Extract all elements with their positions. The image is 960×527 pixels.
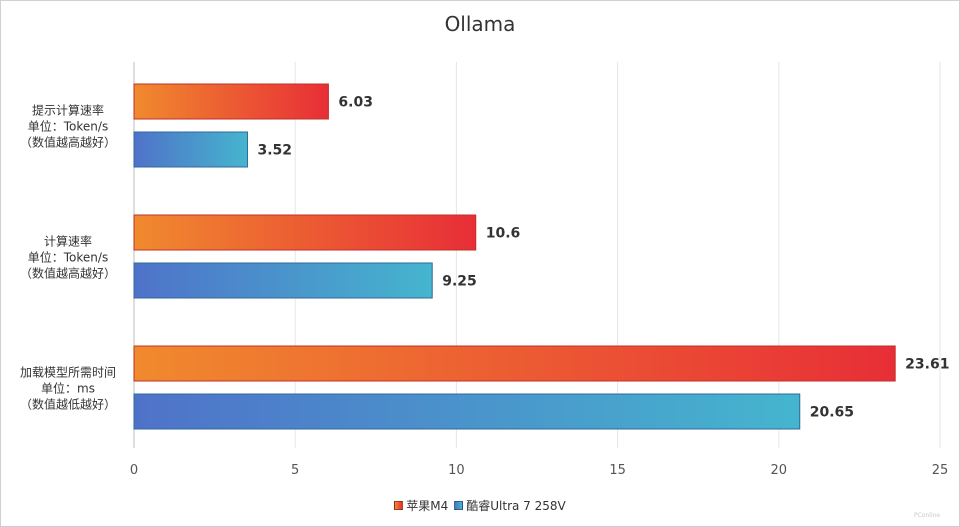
bar-value-label: 23.61 [905,357,949,373]
bar[interactable] [133,83,329,120]
bar[interactable] [133,214,477,251]
legend: 苹果M4 酷睿Ultra 7 258V [0,497,960,514]
x-tick-label: 10 [448,463,465,478]
category-labels: 提示计算速率单位：Token/s （数值越高越好） 计算速率单位：Token/s （数… [20,103,116,412]
x-tick-label: 25 [932,463,949,478]
legend-item-m4[interactable]: 苹果M4 [394,497,448,514]
bar-value-label: 9.25 [442,274,477,290]
legend-label-ultra7: 酷睿Ultra 7 258V [466,499,566,513]
bars [133,83,896,430]
x-tick-label: 15 [609,463,626,478]
bar[interactable] [133,262,433,299]
bar-value-label: 6.03 [338,95,373,111]
x-tick-label: 5 [291,463,299,478]
x-tick-labels: 0 5 10 15 20 25 [130,463,948,478]
bar[interactable] [133,345,896,382]
bar-value-label: 10.6 [486,226,521,242]
bar[interactable] [133,393,801,430]
gridlines [133,62,941,448]
category-label: 提示计算速率单位：Token/s （数值越高越好） [20,103,116,150]
category-label: 计算速率单位：Token/s （数值越高越好） [20,234,116,281]
watermark-logo: PConline [914,512,941,519]
legend-item-ultra7[interactable]: 酷睿Ultra 7 258V [454,497,566,514]
legend-swatch-m4 [394,501,404,510]
chart-title: Ollama [444,12,516,36]
category-label: 加载模型所需时间单位：ms （数值越低越好） [20,366,116,412]
legend-label-m4: 苹果M4 [406,499,449,513]
x-tick-label: 0 [130,463,138,478]
bar-value-label: 3.52 [257,143,292,159]
x-tick-label: 20 [771,463,788,478]
bar[interactable] [133,131,248,168]
legend-swatch-ultra7 [454,501,464,510]
bar-value-label: 20.65 [810,405,854,421]
value-labels: 6.03 3.52 10.6 9.25 23.61 20.65 [257,95,949,421]
